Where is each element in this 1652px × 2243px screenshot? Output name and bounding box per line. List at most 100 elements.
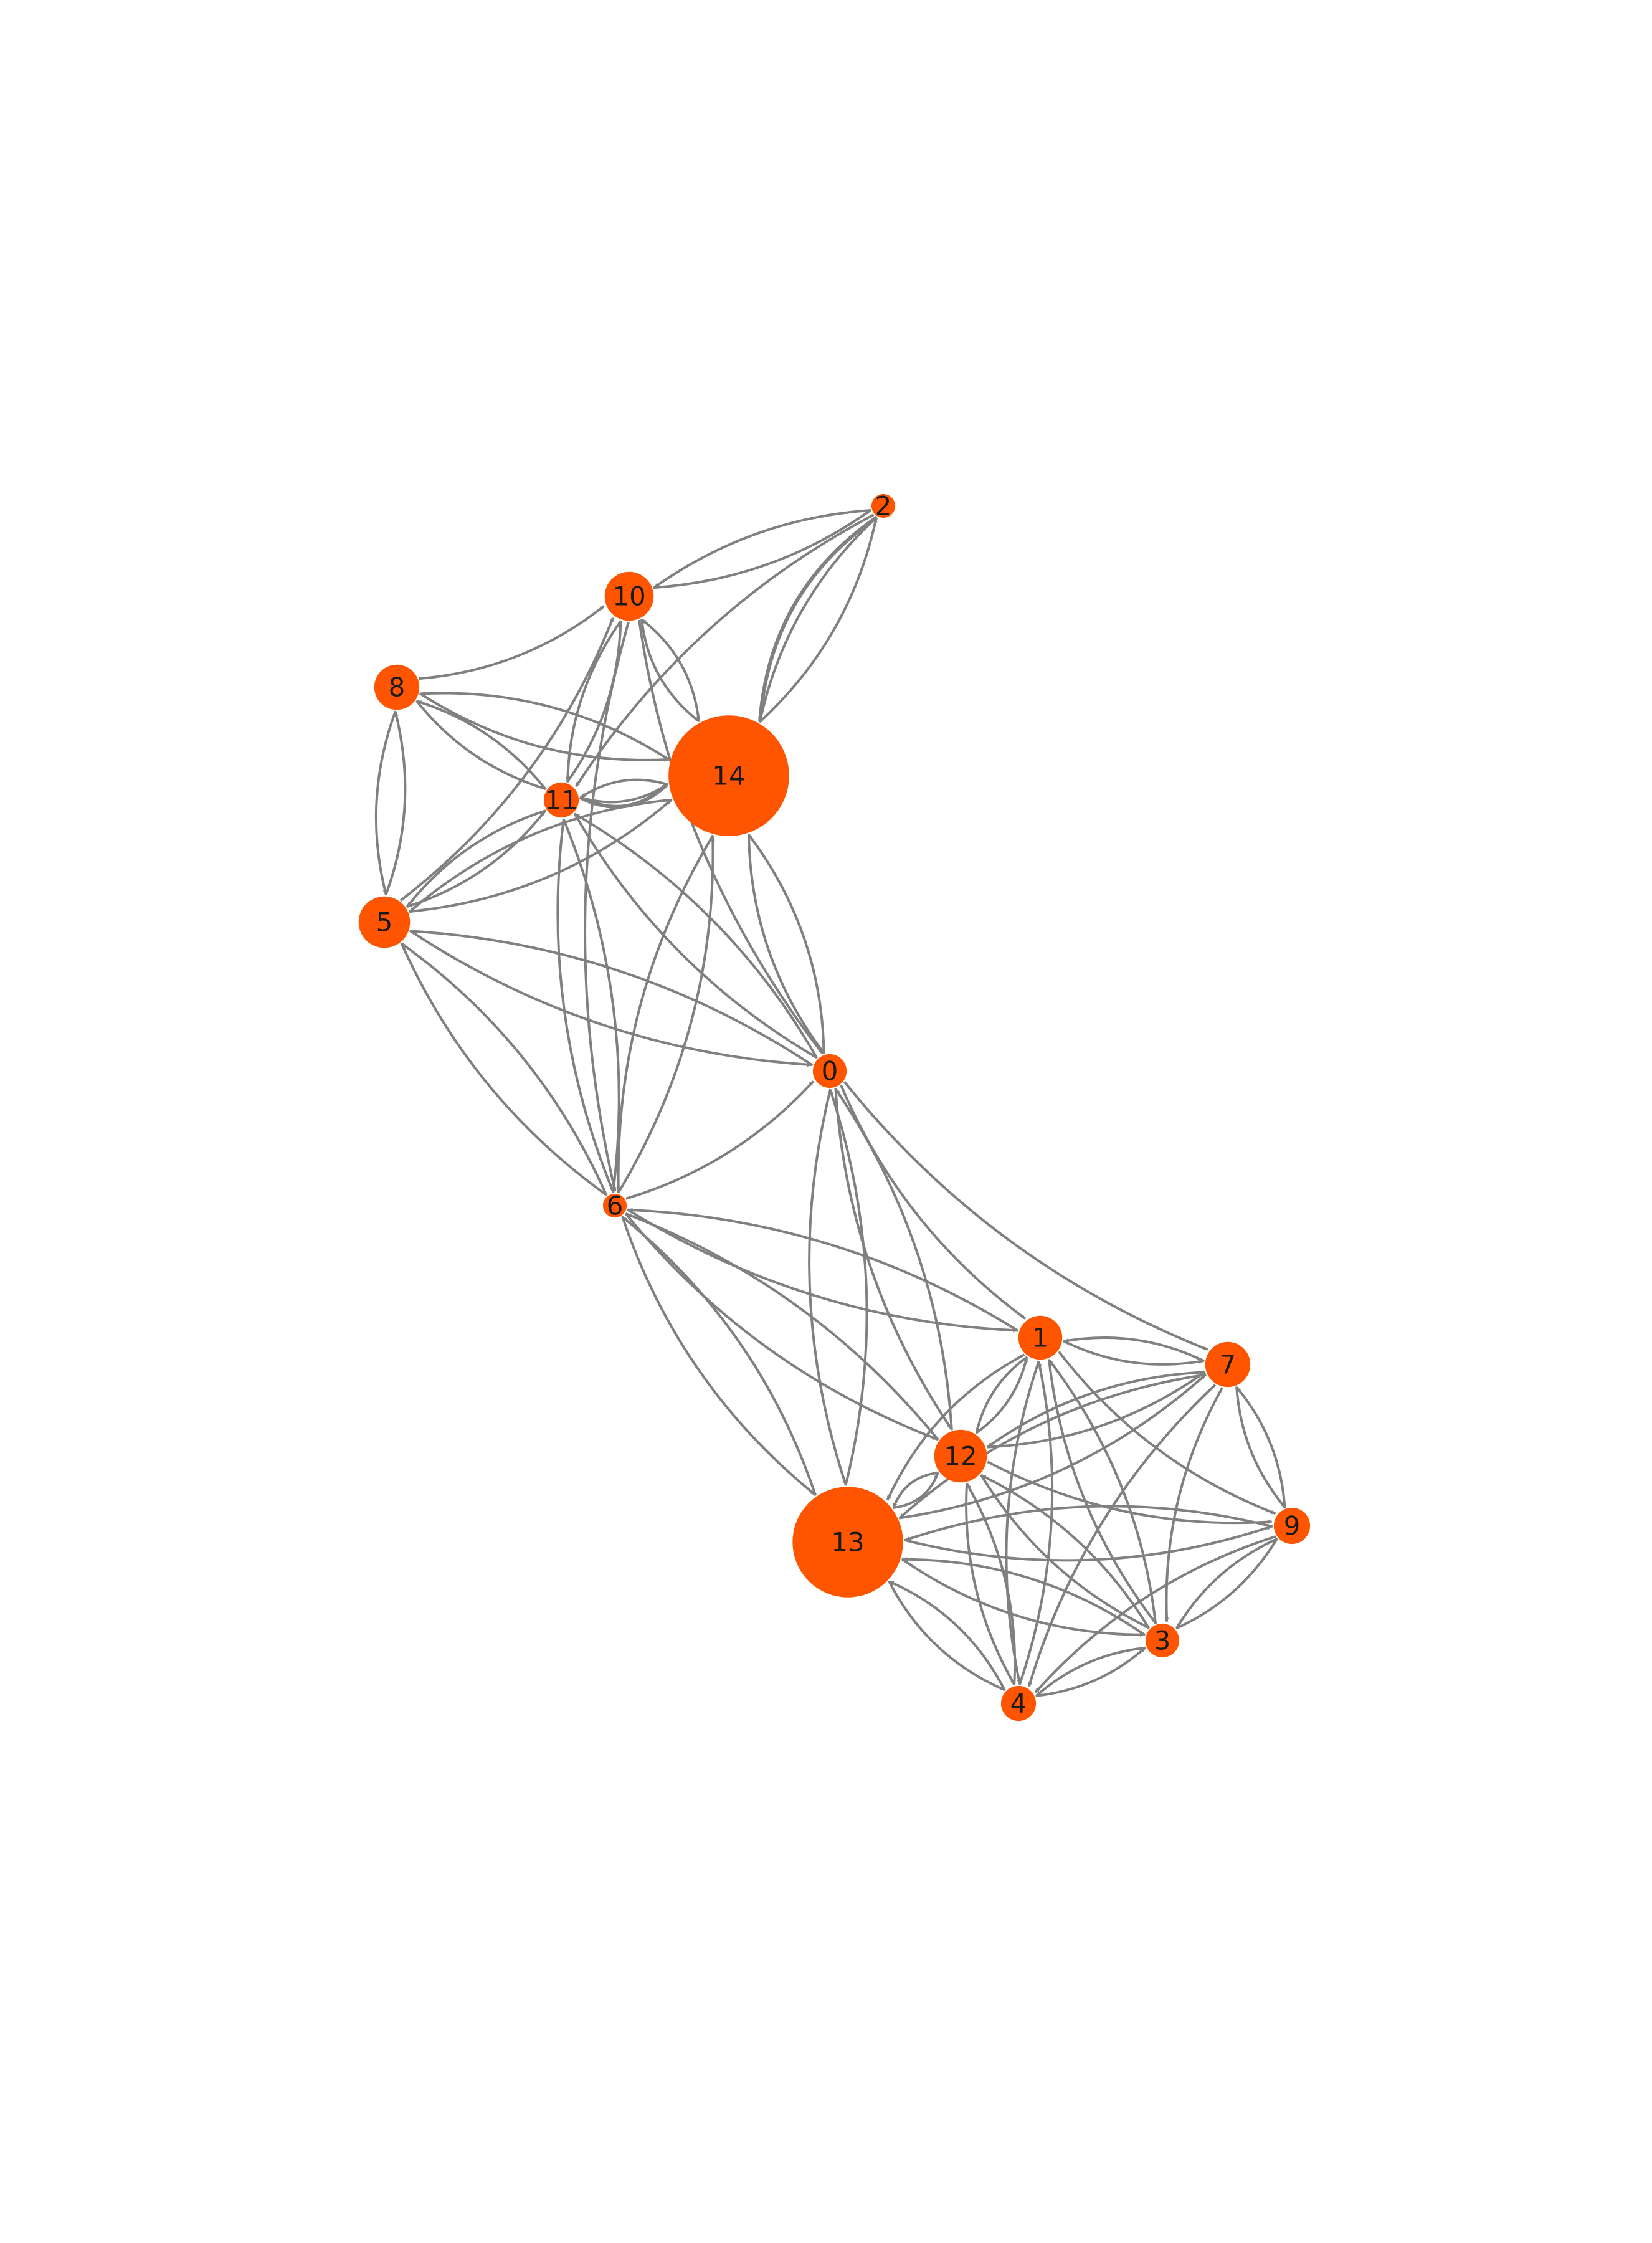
edge-6-to-12 bbox=[624, 1212, 938, 1441]
edge-7-to-9 bbox=[1235, 1386, 1286, 1508]
edge-3-to-1 bbox=[1048, 1360, 1157, 1624]
edge-14-to-5 bbox=[409, 798, 673, 912]
edge-4-to-13 bbox=[889, 1580, 1006, 1692]
edge-6-to-5 bbox=[401, 943, 608, 1196]
edge-14-to-8 bbox=[420, 691, 670, 761]
node-9-label: 9 bbox=[1284, 1511, 1301, 1541]
node-5: 5 bbox=[358, 896, 411, 948]
edge-1-to-7 bbox=[1062, 1340, 1203, 1366]
node-4-circle bbox=[1000, 1685, 1037, 1722]
edge-8-to-11 bbox=[415, 700, 546, 790]
edge-7-to-4 bbox=[1027, 1384, 1217, 1687]
edge-5-to-8 bbox=[384, 712, 407, 896]
edge-3-to-13 bbox=[902, 1557, 1146, 1636]
edge-13-to-0 bbox=[829, 1090, 868, 1486]
edge-6-to-13 bbox=[621, 1216, 816, 1496]
node-6: 6 bbox=[602, 1191, 627, 1221]
edge-12-to-6 bbox=[625, 1212, 939, 1441]
edge-6-to-1 bbox=[627, 1208, 1018, 1333]
edge-0-to-13 bbox=[808, 1088, 847, 1485]
edge-5-to-14 bbox=[409, 799, 672, 913]
edge-0-to-7 bbox=[843, 1081, 1208, 1351]
node-5-circle bbox=[358, 896, 411, 948]
edge-10-to-6 bbox=[584, 621, 630, 1192]
node-0-label: 0 bbox=[822, 1056, 838, 1087]
edge-5-to-11 bbox=[406, 811, 546, 908]
edge-11-to-8 bbox=[417, 700, 547, 791]
node-8-circle bbox=[374, 664, 420, 710]
node-1-circle bbox=[1018, 1315, 1063, 1360]
node-10: 10 bbox=[604, 571, 654, 621]
edge-2-to-11 bbox=[575, 513, 875, 788]
edge-8-to-5 bbox=[374, 710, 397, 895]
edge-14-to-2 bbox=[758, 518, 878, 723]
node-3-label: 3 bbox=[1154, 1626, 1171, 1656]
edge-2-to-14 bbox=[759, 516, 878, 722]
edge-12-to-1 bbox=[975, 1357, 1028, 1434]
node-2-circle bbox=[871, 493, 896, 518]
edge-0-to-11 bbox=[574, 813, 819, 1059]
edge-0-to-5 bbox=[411, 929, 814, 1067]
edge-11-to-5 bbox=[406, 809, 546, 907]
edge-1-to-4 bbox=[1005, 1360, 1040, 1684]
edge-1-to-6 bbox=[628, 1207, 1019, 1332]
edge-7-to-12 bbox=[987, 1371, 1205, 1448]
node-12: 12 bbox=[934, 1429, 987, 1483]
node-14-label: 14 bbox=[712, 761, 745, 791]
node-1: 1 bbox=[1018, 1315, 1063, 1360]
edge-13-to-12 bbox=[892, 1473, 939, 1509]
edge-14-to-6 bbox=[616, 834, 714, 1193]
edge-14-to-11 bbox=[580, 778, 668, 799]
edge-14-to-0 bbox=[748, 834, 825, 1054]
edge-13-to-3 bbox=[901, 1558, 1144, 1637]
edge-3-to-4 bbox=[1036, 1646, 1146, 1697]
edge-1-to-12 bbox=[975, 1356, 1028, 1433]
node-12-label: 12 bbox=[944, 1441, 977, 1472]
node-0-circle bbox=[812, 1054, 847, 1088]
edge-11-to-0 bbox=[573, 812, 817, 1059]
node-7: 7 bbox=[1205, 1341, 1251, 1388]
node-8-label: 8 bbox=[389, 672, 406, 703]
node-11-circle bbox=[543, 782, 579, 818]
edge-0-to-14 bbox=[748, 834, 825, 1054]
edge-8-to-10 bbox=[419, 605, 605, 680]
edge-5-to-0 bbox=[409, 930, 812, 1067]
edge-10-to-14 bbox=[640, 618, 700, 722]
edge-12-to-0 bbox=[835, 1088, 953, 1431]
edge-8-to-14 bbox=[419, 692, 669, 762]
node-11: 11 bbox=[543, 782, 579, 818]
edge-9-to-3 bbox=[1175, 1537, 1278, 1629]
edge-10-to-0 bbox=[638, 619, 824, 1054]
edge-7-to-13 bbox=[899, 1373, 1207, 1519]
edge-6-to-14 bbox=[617, 836, 715, 1194]
edge-13-to-6 bbox=[622, 1216, 817, 1497]
node-10-label: 10 bbox=[612, 581, 645, 612]
node-8: 8 bbox=[374, 664, 420, 710]
edge-12-to-7 bbox=[986, 1371, 1205, 1449]
node-13-circle bbox=[792, 1487, 903, 1598]
node-6-circle bbox=[602, 1193, 627, 1218]
edge-2-to-10 bbox=[653, 509, 871, 589]
node-7-label: 7 bbox=[1220, 1350, 1237, 1380]
node-14: 14 bbox=[668, 715, 789, 836]
edge-1-to-3 bbox=[1047, 1359, 1156, 1624]
edge-0-to-12 bbox=[834, 1088, 952, 1430]
node-2-label: 2 bbox=[875, 491, 892, 521]
node-13: 13 bbox=[792, 1487, 903, 1598]
edge-13-to-7 bbox=[898, 1374, 1206, 1520]
node-3: 3 bbox=[1145, 1623, 1180, 1658]
edge-6-to-11 bbox=[563, 819, 620, 1193]
edge-12-to-9 bbox=[987, 1460, 1273, 1525]
edge-2-to-14 bbox=[758, 515, 878, 722]
node-12-circle bbox=[934, 1429, 987, 1483]
edge-4-to-3 bbox=[1035, 1647, 1146, 1697]
edge-layer bbox=[374, 509, 1286, 1697]
node-10-circle bbox=[604, 571, 654, 621]
edge-10-to-2 bbox=[653, 510, 871, 589]
edge-5-to-6 bbox=[400, 942, 607, 1196]
node-4-label: 4 bbox=[1010, 1688, 1027, 1719]
node-6-label: 6 bbox=[607, 1191, 624, 1221]
edge-9-to-4 bbox=[1034, 1535, 1276, 1693]
